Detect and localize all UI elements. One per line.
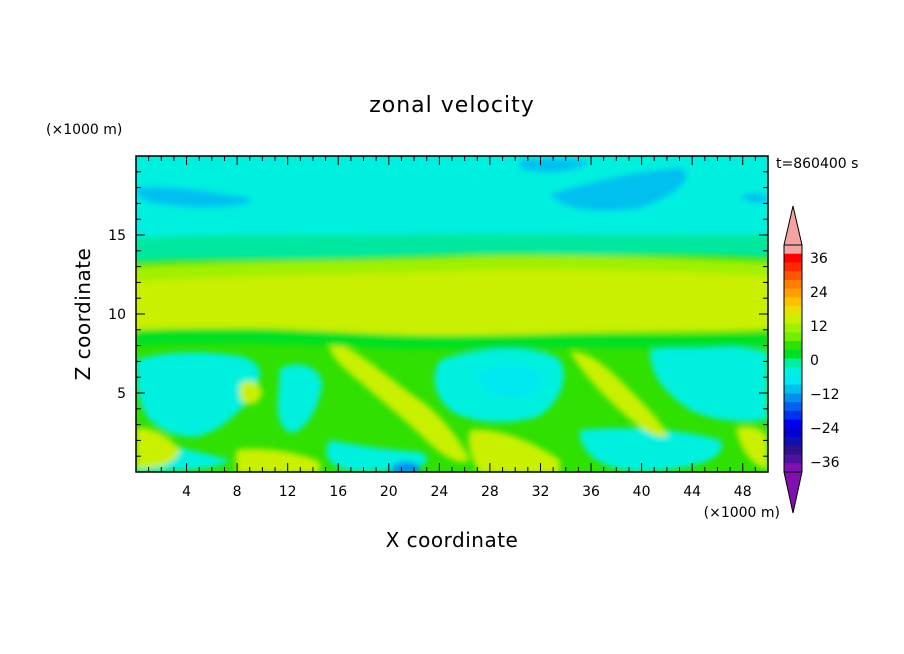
x-tick-label: 40 (633, 484, 651, 500)
y-axis: 5 10 15 (108, 171, 768, 457)
x-tick-label: 28 (481, 484, 499, 500)
y-axis-unit: (×1000 m) (46, 122, 122, 138)
y-tick-label: 15 (108, 228, 126, 244)
colorbar-segment (784, 314, 802, 325)
colorbar-segment (784, 428, 802, 438)
colorbar-label: 0 (810, 353, 819, 369)
colorbar-frame (783, 244, 803, 473)
colorbar-segment (784, 253, 802, 263)
darkgreen-band (136, 328, 768, 350)
colorbar-segment (784, 332, 802, 342)
y-tick-label: 10 (108, 307, 126, 323)
yellow-spot-left (240, 381, 262, 405)
yellow-ridge-6 (736, 426, 768, 470)
x-tick-label: 8 (233, 484, 242, 500)
colorbar-under-triangle (783, 471, 803, 514)
colorbar-segment (784, 367, 802, 377)
yellow-ridge-4 (136, 427, 180, 469)
colorbar-segment (784, 419, 802, 429)
lower-cyan-midleft (277, 364, 322, 433)
colorbar-segment (784, 262, 802, 272)
time-label: t=860400 s (776, 156, 858, 172)
upper-blue-patch-left (136, 186, 252, 208)
upper-blue-patch-top (520, 158, 590, 173)
y-tick-label: 5 (117, 386, 126, 402)
upper-blue-patch-edge (740, 193, 768, 203)
lower-blue-center (479, 366, 542, 398)
lower-cyan-left (136, 352, 260, 437)
colorbar-segment (784, 454, 802, 464)
x-tick-label: 44 (683, 484, 701, 500)
colorbar-segment (784, 445, 802, 456)
x-axis: 4 8 12 16 20 24 28 32 36 40 44 48 (148, 156, 756, 500)
colorbar-segment (784, 402, 802, 412)
colorbar-segment (784, 437, 802, 447)
colorbar-segment (784, 271, 802, 281)
colorbar-segment (784, 349, 802, 359)
yellow-ridge-1 (329, 340, 470, 463)
lower-cyan-bottom-right (579, 428, 722, 472)
x-tick-label: 20 (380, 484, 398, 500)
colorbar-segment (784, 393, 802, 403)
jet-light-green-edge (136, 255, 768, 282)
x-tick-label: 48 (734, 484, 752, 500)
colorbar-label: −12 (810, 387, 840, 403)
colorbar-segment (784, 375, 802, 386)
colorbar-label: 12 (810, 319, 828, 335)
colorbar-segment (784, 279, 802, 290)
colorbar-segment (784, 463, 802, 473)
colorbar-segment (784, 297, 802, 307)
x-tick-label: 12 (279, 484, 297, 500)
velocity-field (136, 156, 768, 472)
colorbar-segment (784, 384, 802, 394)
x-tick-label: 4 (182, 484, 191, 500)
colorbar-segment (784, 410, 802, 421)
colorbar-segment (784, 245, 802, 255)
lower-cyan-right (650, 346, 768, 422)
colorbar-label: 24 (810, 285, 828, 301)
colorbar-segment (784, 341, 802, 351)
x-tick-label: 24 (430, 484, 448, 500)
colorbar-label: −24 (810, 421, 840, 437)
upper-blue-patch-right (550, 168, 687, 211)
x-tick-label: 32 (532, 484, 550, 500)
x-axis-label: X coordinate (386, 528, 519, 552)
colorbar: 36 24 12 0 −12 −24 −36 (783, 205, 840, 514)
yellow-ridge-5 (236, 448, 320, 472)
x-axis-unit: (×1000 m) (704, 505, 780, 521)
y-axis-label: Z coordinate (71, 248, 95, 381)
colorbar-segment (784, 306, 802, 316)
colorbar-segment (784, 358, 802, 368)
colorbar-label: −36 (810, 455, 840, 471)
x-tick-label: 16 (329, 484, 347, 500)
colorbar-segment (784, 288, 802, 298)
colorbar-over-triangle (783, 205, 803, 246)
lower-blue-spot (392, 461, 420, 472)
chart-title: zonal velocity (369, 93, 535, 118)
colorbar-segment (784, 323, 802, 333)
colorbar-label: 36 (810, 251, 828, 267)
yellow-ridge-3 (468, 429, 560, 472)
x-tick-label: 36 (582, 484, 600, 500)
yellow-ridge-2 (570, 351, 668, 437)
jet-yellowgreen-band (136, 263, 768, 338)
upper-lightcyan-band (136, 233, 768, 262)
